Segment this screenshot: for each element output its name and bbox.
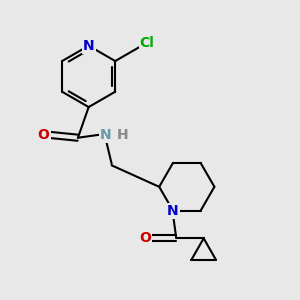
Text: Cl: Cl — [140, 36, 154, 50]
Text: H: H — [117, 128, 128, 142]
Text: O: O — [139, 231, 151, 245]
Text: O: O — [38, 128, 50, 142]
Text: N: N — [100, 128, 111, 142]
Text: N: N — [167, 204, 179, 218]
Text: N: N — [83, 39, 94, 53]
